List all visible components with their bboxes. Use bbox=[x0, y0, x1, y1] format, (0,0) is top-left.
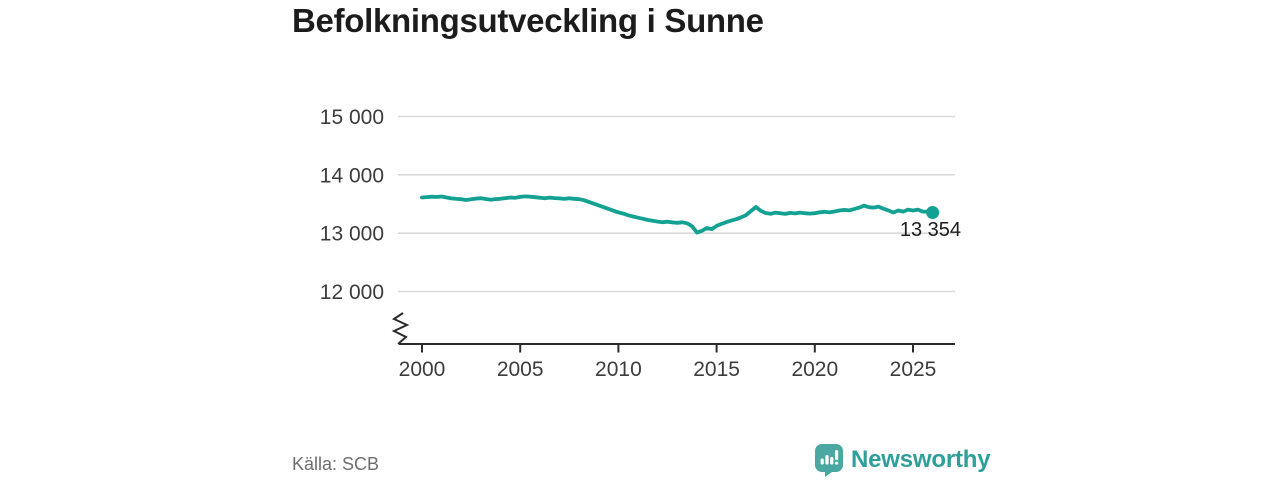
chart-title: Befolkningsutveckling i Sunne bbox=[292, 2, 764, 39]
y-tick-label: 15 000 bbox=[320, 106, 384, 129]
x-tick-label: 2005 bbox=[497, 358, 544, 381]
newsworthy-logo-icon bbox=[815, 444, 843, 477]
x-tick-label: 2025 bbox=[890, 358, 937, 381]
y-axis-break-icon bbox=[391, 312, 410, 345]
series-layer bbox=[420, 194, 940, 235]
y-tick-label: 14 000 bbox=[320, 164, 384, 187]
y-tick-label: 13 000 bbox=[320, 223, 384, 246]
logo-bubble-shape bbox=[815, 444, 843, 477]
last-point-marker bbox=[926, 206, 940, 219]
source-label: Källa: SCB bbox=[292, 454, 380, 474]
newsworthy-logo-text: Newsworthy bbox=[851, 446, 991, 473]
newsworthy-brand: Newsworthy bbox=[815, 444, 991, 477]
x-tick-label: 2010 bbox=[595, 358, 642, 381]
x-tick-label: 2020 bbox=[791, 358, 838, 381]
last-value-label: 13 354 bbox=[900, 219, 961, 241]
population-line bbox=[420, 194, 935, 235]
y-tick-label: 12 000 bbox=[320, 281, 384, 304]
logo-bars bbox=[820, 450, 839, 465]
x-tick-label: 2000 bbox=[399, 358, 446, 381]
x-tick-label: 2015 bbox=[693, 358, 740, 381]
axis-layer: 2000 2005 2010 2015 2020 2025 bbox=[391, 312, 955, 381]
gridlines-layer: 15 000 14 000 13 000 12 000 bbox=[320, 106, 955, 304]
